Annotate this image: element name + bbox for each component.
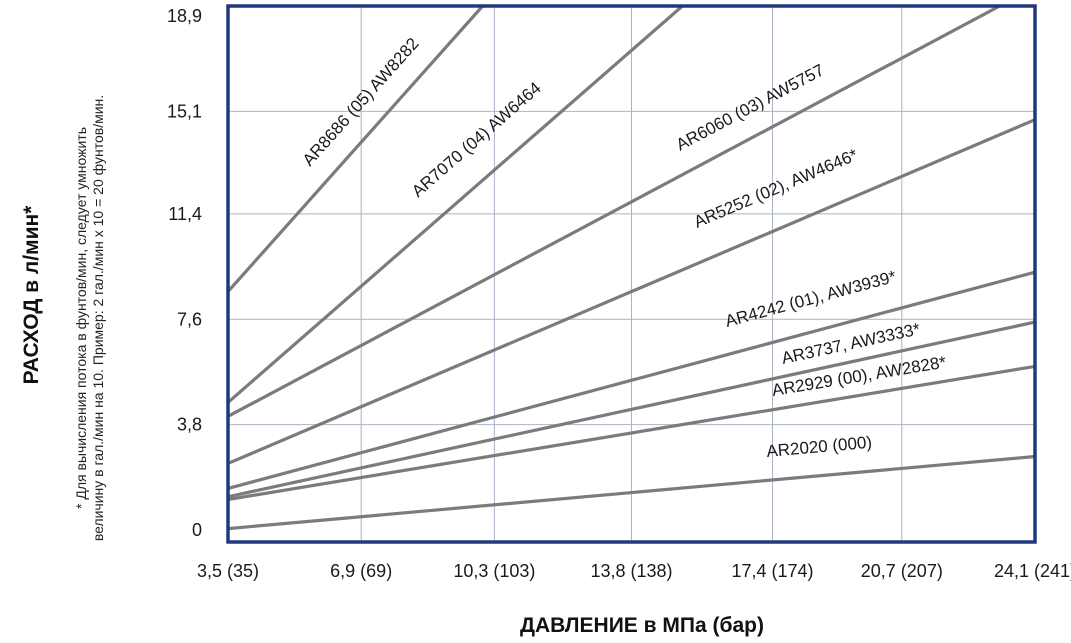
series-lines [228, 6, 1035, 531]
series-line-2 [228, 6, 684, 404]
x-tick-label: 24,1 (241) [994, 561, 1071, 581]
y-tick-label: 0 [192, 520, 202, 540]
series-label-2: AR7070 (04) AW6464 [408, 78, 545, 201]
series-line-1 [228, 6, 484, 293]
x-tick-label: 17,4 (174) [731, 561, 813, 581]
y-tick-label: 3,8 [177, 415, 202, 435]
series-label-8: AR2020 (000) [766, 433, 873, 461]
y-tick-labels: 0 3,8 7,6 11,4 15,1 18,9 [167, 6, 202, 540]
series-line-7 [228, 364, 1035, 502]
footnote-line-1: * Для вычисления потока в фунтов/мин, сл… [73, 127, 89, 509]
series-line-3 [228, 6, 1001, 418]
x-tick-label: 13,8 (138) [590, 561, 672, 581]
plot-frame [226, 4, 1037, 544]
series-line-6 [228, 320, 1035, 499]
y-tick-label: 18,9 [167, 6, 202, 26]
series-label-5: AR4242 (01), AW3939* [723, 267, 898, 331]
x-tick-labels: 3,5 (35) 6,9 (69) 10,3 (103) 13,8 (138) 17,4… [197, 561, 1071, 581]
grid-lines [227, 6, 1036, 542]
series-line-8 [228, 454, 1035, 531]
x-tick-label: 3,5 (35) [197, 561, 259, 581]
y-tick-label: 7,6 [177, 309, 202, 329]
x-tick-label: 20,7 (207) [861, 561, 943, 581]
x-tick-label: 10,3 (103) [453, 561, 535, 581]
x-tick-label: 6,9 (69) [330, 561, 392, 581]
series-line-4 [228, 118, 1035, 465]
y-tick-label: 11,4 [168, 204, 202, 224]
y-axis-title: РАСХОД в л/мин* [20, 205, 43, 385]
x-axis-title: ДАВЛЕНИЕ в МПа (бар) [520, 614, 764, 637]
series-line-5 [228, 270, 1035, 490]
y-tick-label: 15,1 [167, 101, 202, 121]
footnote-line-2: величину в гал./мин на 10. Пример: 2 гал… [90, 95, 106, 541]
